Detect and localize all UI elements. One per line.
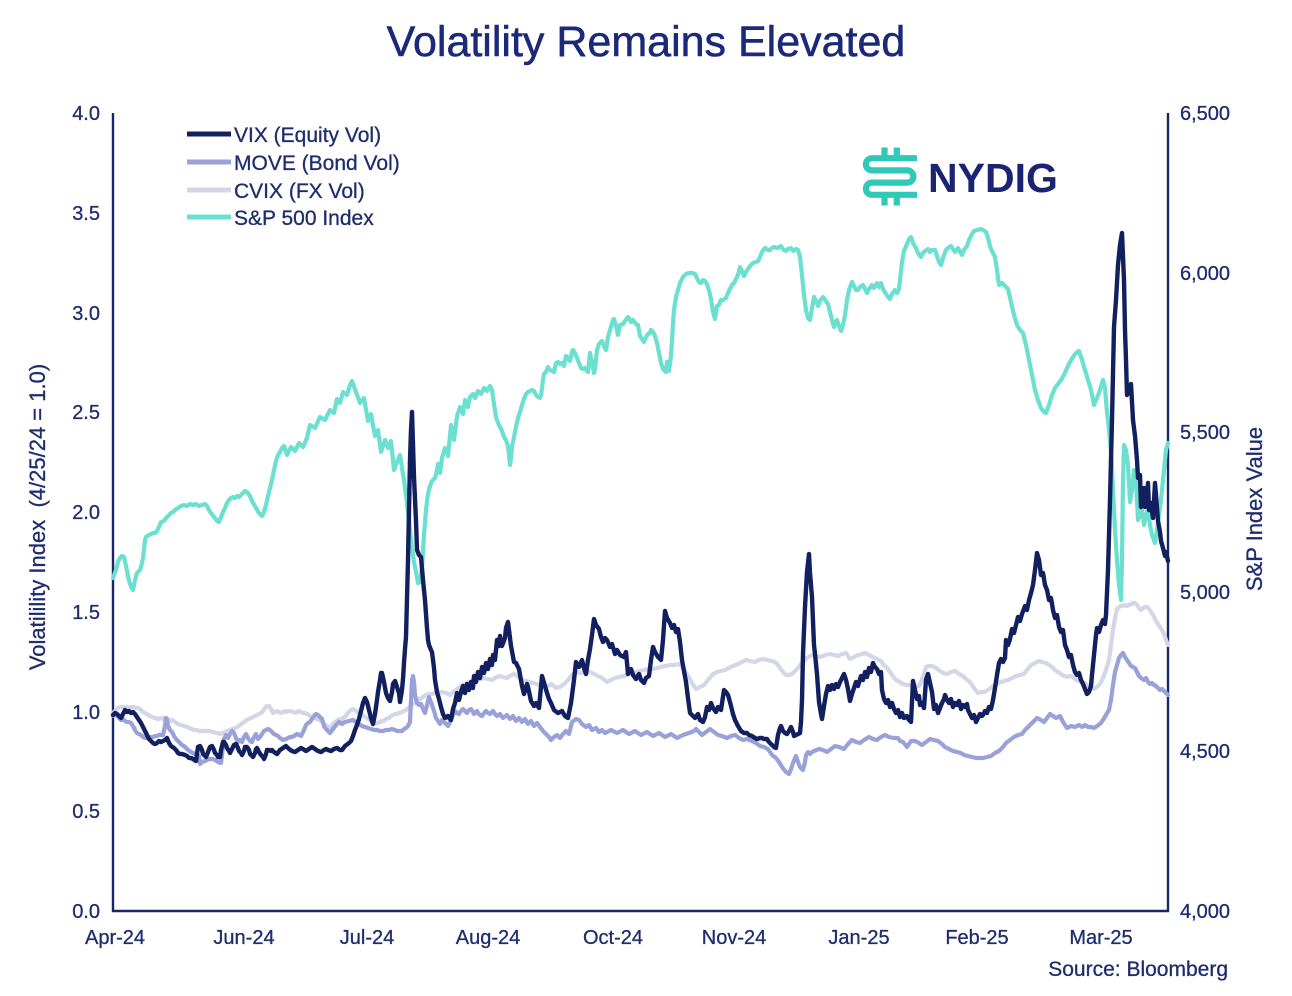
svg-text:Jun-24: Jun-24 <box>213 927 274 949</box>
svg-text:5,500: 5,500 <box>1180 422 1230 444</box>
svg-text:NYDIG: NYDIG <box>928 155 1058 201</box>
svg-text:2.5: 2.5 <box>72 402 100 424</box>
svg-text:CVIX (FX Vol): CVIX (FX Vol) <box>234 180 365 203</box>
svg-text:1.0: 1.0 <box>72 702 100 724</box>
svg-text:3.0: 3.0 <box>72 303 100 325</box>
svg-text:0.0: 0.0 <box>72 901 100 923</box>
svg-text:0.5: 0.5 <box>72 801 100 823</box>
svg-text:Aug-24: Aug-24 <box>456 927 521 949</box>
svg-text:Mar-25: Mar-25 <box>1069 927 1132 949</box>
svg-text:Oct-24: Oct-24 <box>583 927 643 949</box>
svg-text:S&P 500 Index: S&P 500 Index <box>234 207 374 230</box>
svg-text:4,500: 4,500 <box>1180 741 1230 763</box>
svg-text:4,000: 4,000 <box>1180 901 1230 923</box>
svg-text:Volatility Remains Elevated: Volatility Remains Elevated <box>387 18 906 66</box>
svg-text:Jul-24: Jul-24 <box>340 927 394 949</box>
svg-text:Volatilility Index (4/25/24 =: Volatilility Index (4/25/24 = 1.0) <box>25 364 50 670</box>
svg-text:6,000: 6,000 <box>1180 263 1230 285</box>
svg-text:6,500: 6,500 <box>1180 103 1230 125</box>
svg-text:4.0: 4.0 <box>72 103 100 125</box>
svg-text:1.5: 1.5 <box>72 602 100 624</box>
svg-text:VIX (Equity Vol): VIX (Equity Vol) <box>234 124 381 147</box>
svg-text:Apr-24: Apr-24 <box>85 927 145 949</box>
svg-text:2.0: 2.0 <box>72 502 100 524</box>
svg-text:Feb-25: Feb-25 <box>945 927 1008 949</box>
svg-text:MOVE (Bond Vol): MOVE (Bond Vol) <box>234 152 400 175</box>
svg-text:S&P Index Value: S&P Index Value <box>1242 427 1267 591</box>
svg-text:5,000: 5,000 <box>1180 582 1230 604</box>
svg-text:Nov-24: Nov-24 <box>702 927 766 949</box>
svg-text:Jan-25: Jan-25 <box>828 927 889 949</box>
svg-text:3.5: 3.5 <box>72 203 100 225</box>
svg-text:Source: Bloomberg: Source: Bloomberg <box>1048 958 1228 981</box>
